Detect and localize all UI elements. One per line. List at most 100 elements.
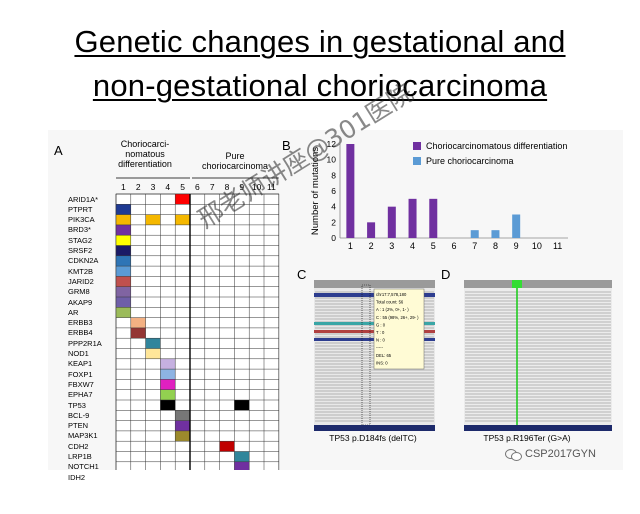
mutation-cell xyxy=(116,235,131,246)
column-number: 7 xyxy=(210,182,215,192)
y-tick-label: 10 xyxy=(327,155,337,165)
panel-b: B 0 2 4 6 8 10 12 Number of mutations 1 2 3 4 5 6 7 8 9 1… xyxy=(280,135,620,260)
gene-label: PTEN xyxy=(68,421,89,431)
column-number: 6 xyxy=(195,182,200,192)
x-tick-label: 11 xyxy=(553,241,562,251)
mutation-cell xyxy=(116,286,131,297)
x-tick-label: 10 xyxy=(532,241,542,251)
gene-label: JARID2 xyxy=(68,276,94,286)
panel-c: C chr17:7,578,180 Total count: 56 A : 1 (2… xyxy=(290,265,440,450)
panel-c-caption: TP53 p.D184fs (delTC) xyxy=(329,433,417,443)
bar xyxy=(429,198,438,238)
mutation-cell xyxy=(116,255,131,267)
panel-b-label: B xyxy=(282,138,291,153)
gene-track xyxy=(464,425,612,431)
popup-line: ----- xyxy=(376,345,384,350)
x-tick-label: 4 xyxy=(410,241,415,251)
gene-label: KEAP1 xyxy=(68,359,93,369)
footer: CSP2017GYN xyxy=(505,446,596,462)
mutation-cell xyxy=(160,389,176,400)
legend-swatch xyxy=(413,157,421,165)
igv-view-c: chr17:7,578,180 Total count: 56 A : 1 (2%,… xyxy=(314,280,435,431)
gene-label: FBXW7 xyxy=(68,379,94,389)
y-axis-label: Number of mutations xyxy=(310,147,321,235)
popup-line: C : 55 (98%, 26+, 29- ) xyxy=(376,315,419,320)
column-number: 9 xyxy=(239,182,244,192)
mutation-cell xyxy=(160,379,176,390)
popup-line: A : 1 (2%, 0+, 1- ) xyxy=(376,307,409,312)
bar xyxy=(512,214,521,238)
popup-line: chr17:7,578,180 xyxy=(376,292,407,297)
gene-label: ERBB4 xyxy=(68,328,93,338)
gene-label: SRSF2 xyxy=(68,246,93,255)
bar xyxy=(408,198,417,238)
gene-label: KMT2B xyxy=(68,266,94,276)
mutation-cell xyxy=(116,276,131,287)
title-line-2: non-gestational choriocarcinoma xyxy=(92,68,548,103)
panel-d: D TP53 p.R196Ter (G>A) xyxy=(440,265,620,450)
panel-c-label: C xyxy=(297,267,307,282)
gene-label: EPHA7 xyxy=(68,390,93,400)
gene-label: PIK3CA xyxy=(68,215,95,225)
gene-label: AKAP9 xyxy=(68,297,93,307)
mutation-cell xyxy=(219,441,235,452)
bar xyxy=(491,230,500,238)
mutation-cell xyxy=(175,430,190,442)
mutation-cell xyxy=(160,369,176,380)
bar xyxy=(367,222,376,238)
column-number: 10 xyxy=(252,182,262,192)
panel-a: A Choriocarci- nomatous differentiation … xyxy=(50,135,280,481)
mutation-cell xyxy=(160,358,176,370)
mutation-cell xyxy=(175,420,190,431)
header-choriocarcinomatous: Choriocarci- nomatous differentiation xyxy=(118,139,172,169)
popup-line: T : 0 xyxy=(376,330,385,335)
legend-swatch xyxy=(413,142,421,150)
gene-label: ERBB3 xyxy=(68,318,93,328)
y-tick-label: 2 xyxy=(331,217,336,227)
gene-label: GRM8 xyxy=(68,287,90,297)
mutation-cell xyxy=(234,451,250,462)
igv-view-d xyxy=(464,280,612,431)
y-tick-label: 6 xyxy=(331,186,336,196)
popup-line: Total count: 56 xyxy=(376,300,404,305)
coverage-track xyxy=(314,280,435,288)
gene-label: LRP1B xyxy=(68,452,92,461)
coverage-track xyxy=(464,280,612,288)
gene-label: BCL-9 xyxy=(68,410,90,420)
mutation-heatmap: 1 2 3 4 5 6 7 8 9 10 11 xyxy=(115,177,280,470)
legend-label: Choriocarcinomatous differentiation xyxy=(426,141,567,151)
gene-label: PPP2R1A xyxy=(68,338,102,348)
x-tick-label: 8 xyxy=(493,241,498,251)
mutation-cell xyxy=(145,214,161,225)
gene-label: IDH2 xyxy=(68,472,86,482)
mutation-cell xyxy=(116,214,131,225)
y-tick-label: 12 xyxy=(327,139,337,149)
title-line-1: Genetic changes in gestational and xyxy=(74,24,566,59)
mutation-cell xyxy=(130,327,146,339)
mutation-cell xyxy=(116,297,131,308)
x-tick-label: 7 xyxy=(472,241,477,251)
gene-label: AR xyxy=(68,307,79,317)
popup-line: N : 0 xyxy=(376,338,386,343)
mutation-cell xyxy=(116,266,131,277)
mutation-cell xyxy=(175,194,190,205)
panel-d-label: D xyxy=(441,267,451,282)
column-number: 11 xyxy=(267,182,276,192)
header-pure: Pure choriocarcinoma xyxy=(201,151,269,171)
x-tick-label: 2 xyxy=(369,241,374,251)
gene-label: FOXP1 xyxy=(68,369,93,379)
mutation-cell xyxy=(160,400,176,411)
bar xyxy=(387,206,396,238)
mutation-cell xyxy=(234,461,250,470)
mutation-cell xyxy=(116,245,131,256)
mutation-cell xyxy=(116,204,131,215)
gene-label: PTPRT xyxy=(68,204,93,214)
variant-coverage xyxy=(512,280,522,288)
gene-label: MAP3K1 xyxy=(68,431,98,441)
y-tick-label: 0 xyxy=(331,233,336,243)
mutation-cell xyxy=(145,348,161,359)
popup-line: DEL: 65 xyxy=(376,353,392,358)
mutation-cell xyxy=(175,214,190,225)
footer-text: CSP2017GYN xyxy=(525,448,596,460)
